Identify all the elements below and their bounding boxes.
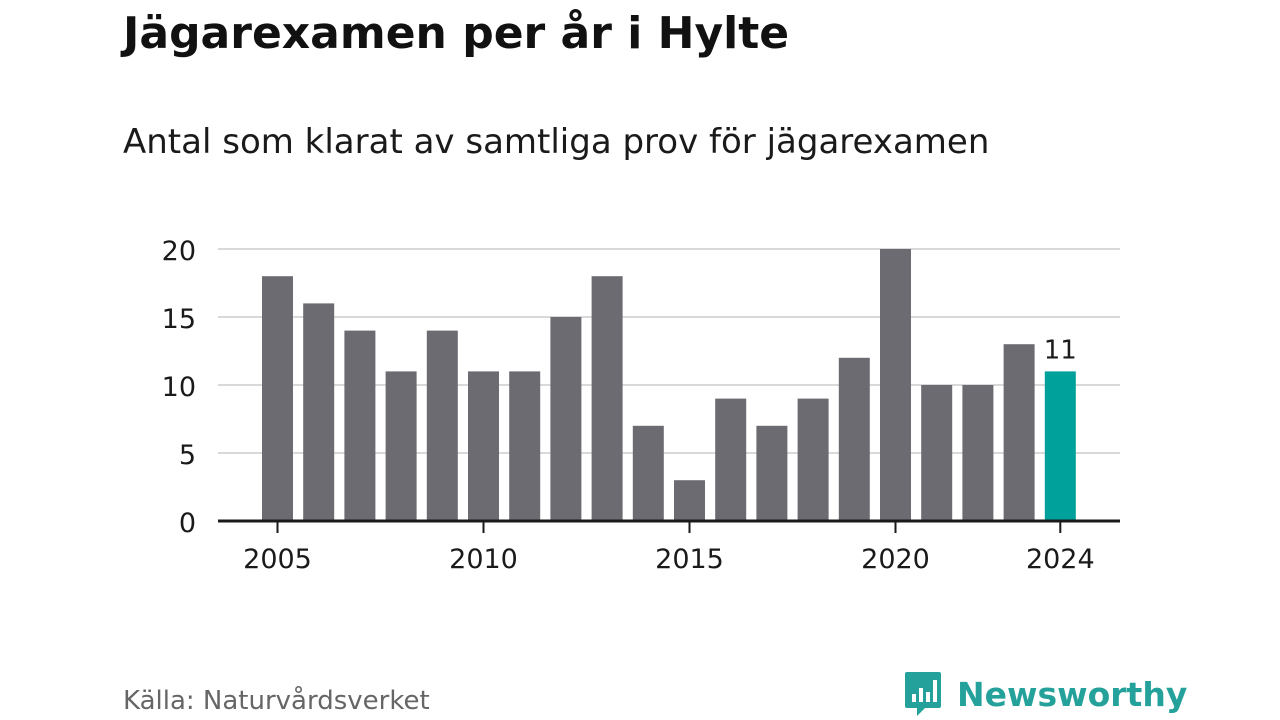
bar-2009: [426, 330, 458, 521]
bar-2016: [715, 398, 747, 521]
brand-logo: Newsworthy: [903, 670, 1187, 718]
bar-2010: [468, 371, 499, 521]
x-tick-label: 2010: [449, 544, 518, 575]
x-tick-label: 2015: [655, 544, 724, 575]
bars: [262, 249, 1076, 521]
bar-2015: [674, 480, 705, 521]
y-tick-label: 20: [162, 236, 196, 267]
x-tick-label: 2024: [1026, 544, 1095, 575]
chart-subtitle: Antal som klarat av samtliga prov för jä…: [123, 122, 990, 162]
y-tick-label: 0: [179, 508, 196, 539]
bar-2020: [880, 249, 911, 521]
tick-labels: 0 5 10 15 20 11 2005 2010 2015 2020 2024: [162, 236, 1095, 575]
bar-2017: [756, 425, 788, 521]
y-tick-label: 5: [179, 440, 196, 471]
brand-name: Newsworthy: [957, 674, 1188, 714]
source-credit: Källa: Naturvårdsverket: [123, 686, 430, 716]
y-tick-label: 10: [162, 372, 196, 403]
bar-2008: [385, 371, 417, 521]
bar-2007: [344, 330, 376, 521]
newsworthy-logo-icon: [905, 672, 941, 716]
chart-title: Jägarexamen per år i Hylte: [123, 8, 790, 59]
bar-2012: [550, 317, 582, 521]
bar-2019: [838, 357, 870, 521]
bar-2006: [303, 303, 335, 521]
bar-2021: [921, 385, 953, 521]
bar-2024: [1044, 371, 1076, 521]
x-tick-label: 2020: [861, 544, 930, 575]
bar-2018: [797, 398, 829, 521]
bar-2011: [509, 371, 541, 521]
bar-chart: 0 5 10 15 20 11 2005 2010 2015 2020 2024: [162, 236, 1120, 575]
x-tick-label: 2005: [243, 544, 312, 575]
y-tick-label: 15: [162, 304, 196, 335]
bar-2023: [1003, 344, 1035, 521]
axes: [218, 519, 1120, 533]
data-label-2024: 11: [1044, 335, 1077, 365]
bar-2014: [632, 425, 664, 521]
bar-2013: [591, 276, 623, 521]
bar-2005: [262, 276, 293, 521]
bar-2022: [962, 385, 994, 521]
